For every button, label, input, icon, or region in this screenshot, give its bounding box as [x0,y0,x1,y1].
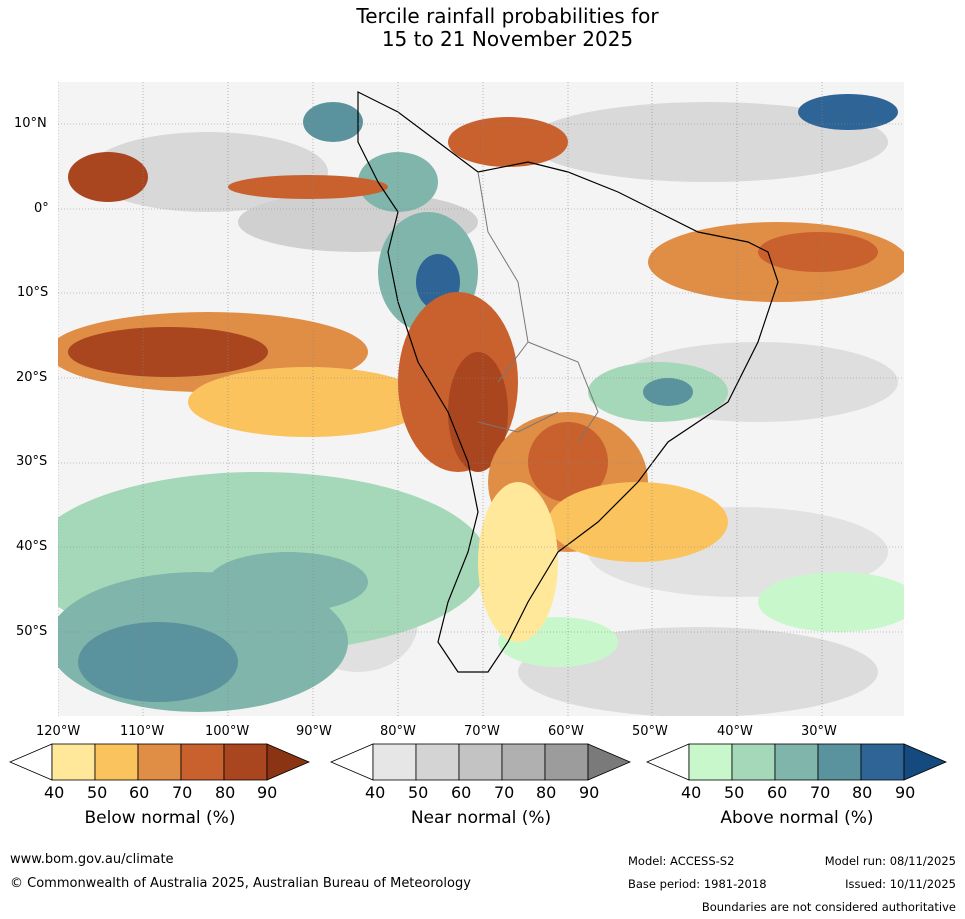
tick-label: 80 [215,783,236,802]
tick-label: 50 [87,783,108,802]
tick-label: 40 [365,783,386,802]
colorbar-extend-low [645,743,690,781]
colorbars [8,743,948,781]
colorbar-above [645,743,948,781]
lon-label: 100°W [205,724,250,739]
colorbar-caption-below: Below normal (%) [84,808,236,828]
colorbar-below [8,743,311,781]
lon-label: 110°W [120,724,165,739]
colorbar-segment [223,743,268,781]
graticule [58,82,904,716]
colorbar-segment [817,743,862,781]
lat-label: 40°S [16,539,48,554]
tick-label: 90 [257,783,278,802]
colorbar-extend-high [587,743,632,781]
colorbar-caption-above: Above normal (%) [720,808,874,828]
colorbar-near [329,743,632,781]
colorbar-segment [180,743,225,781]
colorbar-segment [51,743,96,781]
tick-label: 40 [44,783,65,802]
tick-label: 50 [724,783,745,802]
lon-label: 90°W [296,724,332,739]
colorbar-segment [731,743,776,781]
tick-label: 90 [579,783,600,802]
lat-label: 10°S [17,285,49,300]
lat-label: 10°N [14,116,47,131]
website-link[interactable]: www.bom.gov.au/climate [10,852,174,867]
probability-map [58,82,904,716]
lat-label: 50°S [16,624,48,639]
lat-label: 0° [34,201,49,216]
tick-label: 70 [494,783,515,802]
country-boundaries [477,171,599,443]
tick-label: 80 [536,783,557,802]
title-line-2: 15 to 21 November 2025 [381,27,634,51]
colorbar-segment [458,743,503,781]
lon-label: 50°W [632,724,668,739]
colorbar-segment [860,743,905,781]
tick-label: 70 [810,783,831,802]
lon-label: 40°W [717,724,753,739]
colorbar-extend-high [903,743,948,781]
colorbar-segment [137,743,182,781]
lon-label: 60°W [548,724,584,739]
colorbar-segment [544,743,589,781]
lon-label: 120°W [36,724,81,739]
tick-label: 60 [451,783,472,802]
issued-label: Issued: 10/11/2025 [845,877,956,891]
tick-label: 40 [681,783,702,802]
colorbar-segment [372,743,417,781]
tick-label: 60 [767,783,788,802]
tick-label: 60 [129,783,150,802]
tick-label: 50 [408,783,429,802]
lat-label: 20°S [16,370,48,385]
colorbar-segment [774,743,819,781]
model-run-label: Model run: 08/11/2025 [824,854,956,868]
model-label: Model: ACCESS-S2 [628,854,735,868]
south-america-coastline [357,91,779,673]
lat-label: 30°S [16,454,48,469]
colorbar-segment [501,743,546,781]
copyright-text: © Commonwealth of Australia 2025, Austra… [10,876,471,891]
lon-label: 70°W [464,724,500,739]
colorbar-segment [415,743,460,781]
colorbar-segment [688,743,733,781]
colorbar-caption-near: Near normal (%) [410,808,552,828]
title-line-1: Tercile rainfall probabilities for [356,4,659,28]
lon-label: 30°W [801,724,837,739]
boundaries-disclaimer: Boundaries are not considered authoritat… [701,900,956,914]
colorbar-segment [94,743,139,781]
base-period-label: Base period: 1981-2018 [628,877,767,891]
tick-label: 80 [852,783,873,802]
lon-label: 80°W [380,724,416,739]
colorbar-extend-low [329,743,374,781]
tick-label: 70 [172,783,193,802]
colorbar-extend-low [8,743,53,781]
probability-shading [58,94,904,716]
tick-label: 90 [895,783,916,802]
colorbar-extend-high [266,743,311,781]
